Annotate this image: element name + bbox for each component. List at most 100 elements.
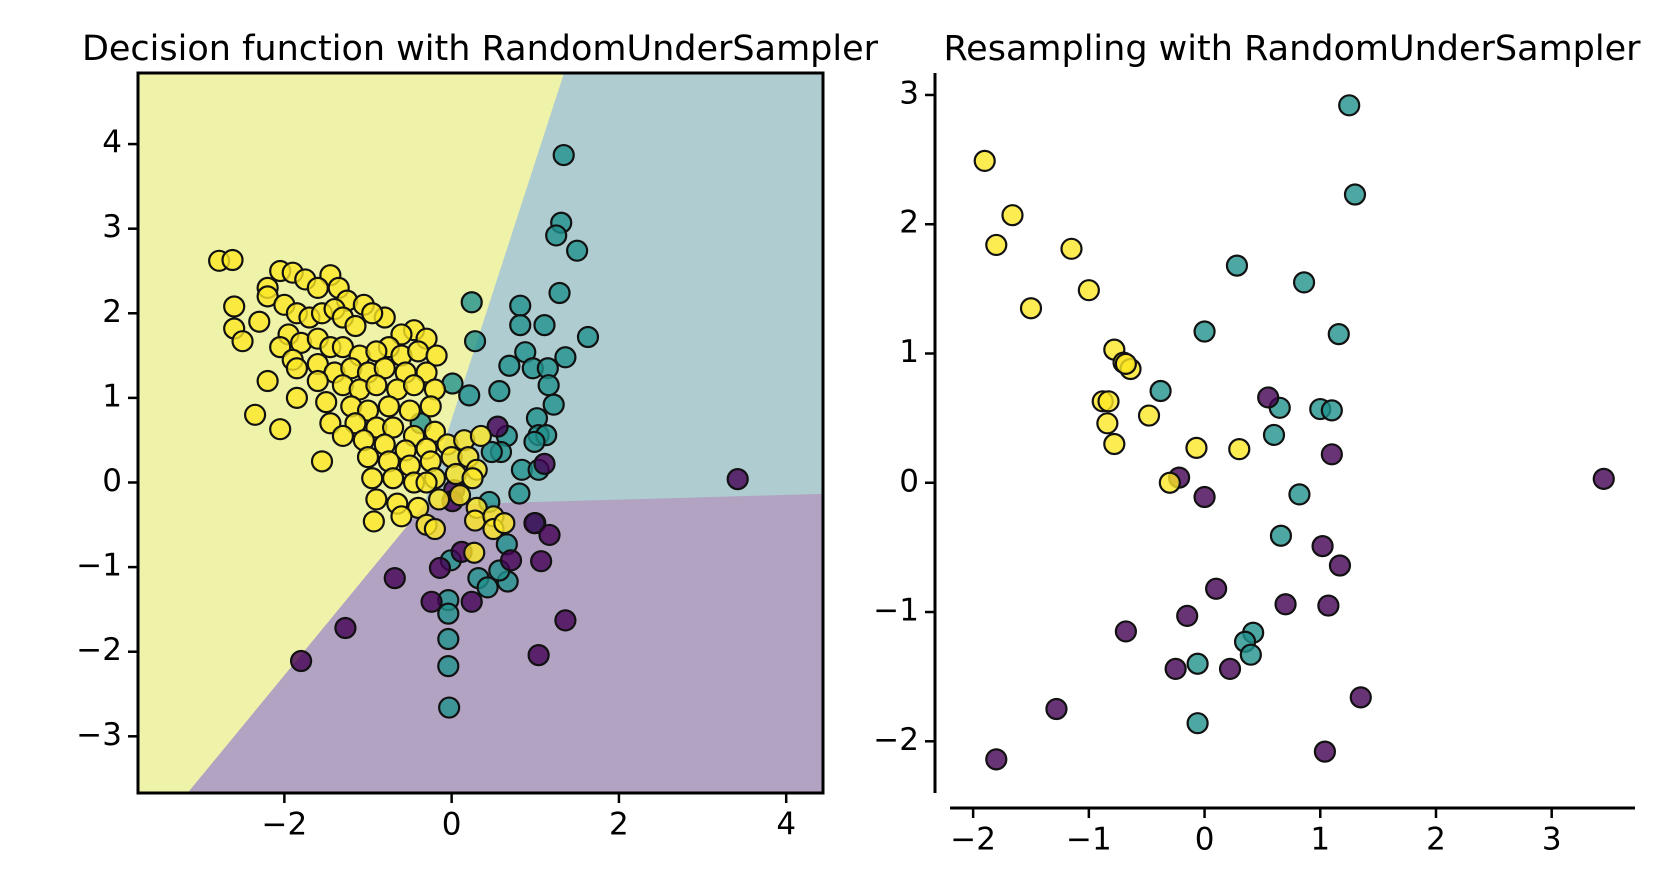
scatter-point bbox=[726, 468, 749, 491]
scatter-point bbox=[243, 403, 267, 426]
scatter-point bbox=[420, 590, 443, 613]
scatter-point bbox=[306, 276, 329, 300]
scatter-point bbox=[1001, 204, 1024, 227]
scatter-point bbox=[269, 418, 292, 441]
scatter-point bbox=[1317, 594, 1340, 617]
scatter-point bbox=[523, 430, 546, 453]
scatter-point bbox=[1262, 423, 1286, 447]
scatter-point bbox=[438, 696, 461, 719]
scatter-point bbox=[361, 467, 384, 490]
x-tick-label: 2 bbox=[609, 807, 629, 843]
scatter-point bbox=[542, 393, 565, 416]
scatter-point bbox=[1228, 438, 1251, 461]
scatter-point bbox=[1019, 297, 1043, 320]
scatter-point bbox=[1077, 279, 1100, 302]
scatter-point bbox=[486, 415, 509, 438]
x-tick-label: 2 bbox=[1426, 822, 1446, 858]
scatter-point bbox=[383, 566, 406, 590]
scatter-point bbox=[458, 384, 481, 407]
scatter-point bbox=[289, 649, 313, 673]
scatter-point bbox=[973, 149, 996, 172]
scatter-point bbox=[533, 452, 556, 475]
scatter-point bbox=[1185, 436, 1208, 459]
scatter-point bbox=[552, 143, 575, 167]
scatter-point bbox=[545, 224, 568, 247]
x-tick-label: 0 bbox=[1195, 822, 1215, 858]
x-tick-label: −2 bbox=[950, 822, 996, 858]
scatter-point bbox=[480, 440, 503, 464]
scatter-point bbox=[498, 354, 521, 377]
scatter-point bbox=[576, 325, 600, 349]
scatter-point bbox=[469, 424, 493, 448]
x-tick-label: 3 bbox=[1542, 822, 1562, 858]
scatter-point bbox=[499, 549, 523, 572]
scatter-point bbox=[390, 505, 413, 528]
y-tick-label: 1 bbox=[102, 378, 122, 414]
scatter-point bbox=[1114, 620, 1137, 643]
scatter-point bbox=[554, 346, 577, 369]
scatter-point bbox=[460, 590, 483, 613]
chart-title: Decision function with RandomUnderSample… bbox=[82, 29, 879, 69]
scatter-point bbox=[493, 512, 516, 535]
scatter-point bbox=[537, 374, 560, 397]
scatter-point bbox=[365, 374, 388, 397]
scatter-point bbox=[1158, 471, 1181, 494]
scatter-point bbox=[533, 314, 556, 337]
scatter-point bbox=[223, 295, 246, 318]
x-tick-label: 4 bbox=[776, 807, 796, 843]
x-tick-label: 0 bbox=[442, 807, 462, 843]
scatter-point bbox=[1137, 404, 1161, 427]
x-tick-label: −2 bbox=[262, 807, 308, 843]
scatter-point bbox=[509, 294, 532, 317]
scatter-point bbox=[461, 467, 484, 490]
scatter-point bbox=[437, 627, 460, 651]
scatter-point bbox=[381, 467, 405, 490]
y-tick-label: 3 bbox=[899, 75, 919, 111]
scatter-point bbox=[1176, 604, 1199, 628]
scatter-point bbox=[1313, 740, 1336, 763]
scatter-point bbox=[427, 488, 451, 511]
scatter-point bbox=[538, 523, 561, 547]
scatter-point bbox=[310, 450, 334, 473]
scatter-point bbox=[1097, 390, 1120, 413]
scatter-point bbox=[508, 482, 531, 505]
scatter-point bbox=[306, 369, 329, 393]
scatter-point bbox=[1045, 697, 1068, 721]
scatter-point bbox=[415, 471, 438, 494]
y-tick-label: 0 bbox=[102, 463, 122, 499]
scatter-point bbox=[402, 374, 426, 397]
scatter-point bbox=[1239, 643, 1262, 666]
scatter-point bbox=[548, 281, 571, 305]
scatter-point bbox=[365, 488, 388, 511]
scatter-point bbox=[1292, 271, 1316, 294]
scatter-point bbox=[1149, 379, 1172, 403]
chart-title: Resampling with RandomUnderSampler bbox=[943, 29, 1641, 69]
y-tick-label: 3 bbox=[102, 209, 122, 245]
scatter-point bbox=[1225, 254, 1249, 277]
scatter-point bbox=[1060, 237, 1083, 260]
scatter-point bbox=[398, 399, 421, 422]
y-tick-label: 0 bbox=[899, 463, 919, 499]
y-tick-label: −1 bbox=[873, 593, 919, 629]
scatter-point bbox=[985, 748, 1008, 771]
scatter-point bbox=[460, 291, 483, 314]
scatter-point bbox=[1288, 483, 1311, 506]
scatter-point bbox=[1114, 352, 1137, 375]
subplot: Resampling with RandomUnderSampler −2 −1 0 1… bbox=[873, 29, 1641, 858]
scatter-point bbox=[463, 541, 486, 564]
scatter-point bbox=[463, 330, 487, 353]
scatter-point bbox=[1193, 485, 1216, 509]
scatter-point bbox=[488, 380, 511, 403]
scatter-point bbox=[1193, 320, 1216, 343]
y-tick-label: −1 bbox=[76, 548, 122, 584]
scatter-point bbox=[356, 446, 380, 469]
scatter-point bbox=[425, 344, 448, 367]
scatter-point bbox=[423, 517, 447, 541]
scatter-point bbox=[509, 314, 532, 337]
scatter-point bbox=[407, 340, 430, 363]
scatter-point bbox=[331, 424, 355, 448]
scatter-point bbox=[1311, 535, 1334, 558]
scatter-point bbox=[985, 233, 1008, 257]
plot-frame bbox=[136, 71, 825, 795]
